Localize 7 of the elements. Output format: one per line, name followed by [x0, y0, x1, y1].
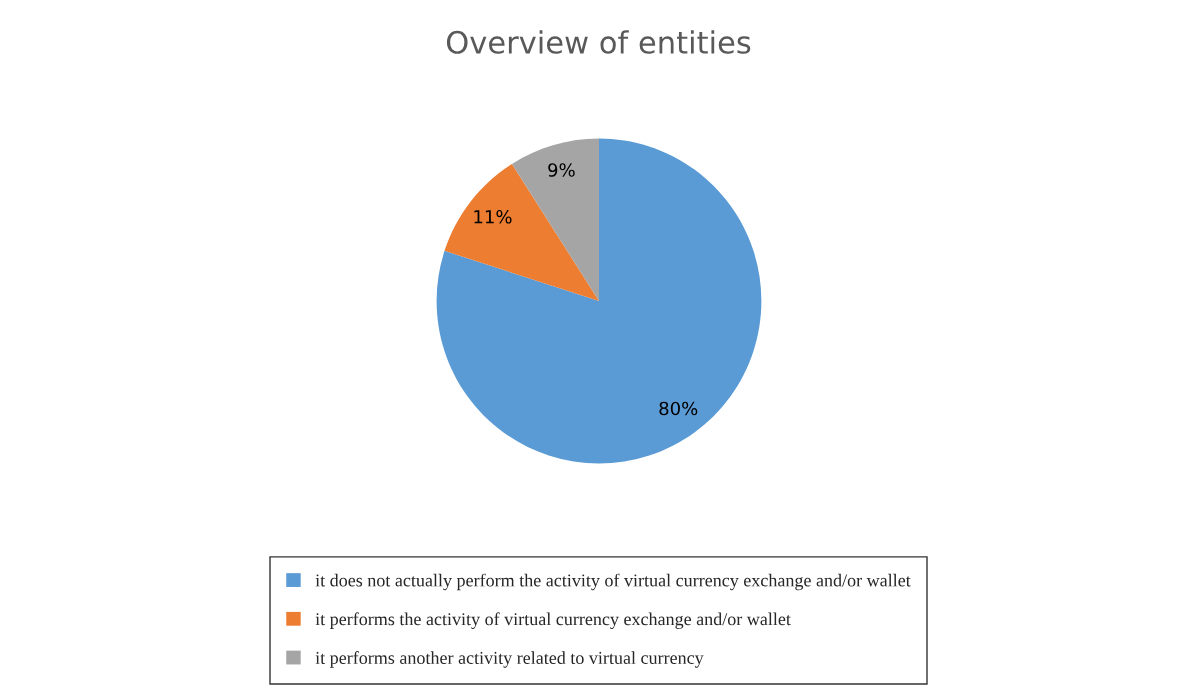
- legend-label: it performs another activity related to virtual currency: [315, 651, 704, 668]
- data-label: 9%: [548, 163, 575, 177]
- chart-title: Overview of entities: [446, 30, 751, 54]
- legend-label: it performs the activity of virtual currency exchange and/or wallet: [315, 612, 791, 629]
- legend-label: it does not actually perform the activity of virtual currency exchange and/or wallet: [315, 573, 911, 591]
- data-label: 11%: [474, 209, 512, 224]
- data-label: 80%: [659, 401, 698, 416]
